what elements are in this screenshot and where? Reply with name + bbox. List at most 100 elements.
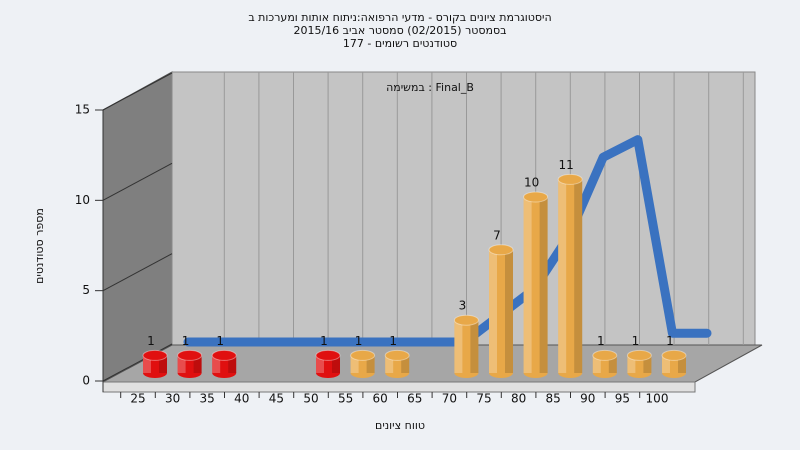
grid-line xyxy=(102,162,173,201)
bar-shade xyxy=(193,355,202,373)
y-axis-label: מספר סטודנטים xyxy=(33,208,46,284)
bar xyxy=(143,355,167,373)
bar-top xyxy=(557,173,583,185)
x-tick-label: 80 xyxy=(511,392,526,406)
data-label: 1 xyxy=(147,334,155,348)
bar-shade xyxy=(454,320,463,373)
x-tick-label: 100 xyxy=(646,392,669,406)
curve-layer xyxy=(183,135,712,347)
bar-group: 1 xyxy=(350,334,376,378)
y-tick-label: 15 xyxy=(75,103,90,117)
x-tick-label: 40 xyxy=(234,392,249,406)
bar-base xyxy=(350,368,375,378)
bar-top xyxy=(453,314,479,326)
bar xyxy=(316,355,340,373)
data-label: 10 xyxy=(524,176,539,190)
data-label: 1 xyxy=(666,334,674,348)
bar-top xyxy=(488,244,514,256)
bar-group: 11 xyxy=(557,158,583,378)
floor-edge xyxy=(102,381,696,393)
data-label: 1 xyxy=(320,334,328,348)
bar-top xyxy=(142,349,168,361)
bar-base xyxy=(212,368,237,378)
bar-top xyxy=(523,191,549,203)
bar-base xyxy=(523,368,548,378)
bar-group: 1 xyxy=(661,334,687,378)
bar-shade xyxy=(159,355,167,373)
data-label: 1 xyxy=(389,334,397,348)
bar-shade xyxy=(143,355,151,373)
bar-shade xyxy=(539,197,548,373)
bar xyxy=(523,197,548,373)
chart-title: היסטוגרמת ציונים בקורס - מדעי הרפואה:נית… xyxy=(248,11,551,24)
bar-shade xyxy=(212,355,221,373)
bar-shade xyxy=(332,355,340,373)
bar-top xyxy=(211,349,237,361)
bar-group: 1 xyxy=(315,334,341,378)
data-label: 1 xyxy=(355,334,363,348)
bar-group: 7 xyxy=(488,228,514,378)
bar-shade xyxy=(558,179,567,373)
bar xyxy=(592,355,617,373)
x-tick-label: 25 xyxy=(130,392,145,406)
bar-shade xyxy=(385,355,394,373)
bar xyxy=(627,355,652,373)
bar-top xyxy=(661,349,687,361)
bar-top xyxy=(177,349,203,361)
bar-group: 1 xyxy=(211,334,237,378)
bar-shade xyxy=(316,355,324,373)
grid-line xyxy=(102,72,173,111)
bar-base xyxy=(592,368,617,378)
bar-group: 3 xyxy=(453,299,479,378)
bar xyxy=(177,355,202,373)
x-tick-label: 65 xyxy=(407,392,422,406)
bar-shade xyxy=(489,249,497,373)
bar-shade xyxy=(505,249,513,373)
bar xyxy=(350,355,375,373)
bar-group: 1 xyxy=(592,334,618,378)
chart-title: סטודנטים רשומים - 177 xyxy=(343,37,457,50)
bar-shade xyxy=(643,355,652,373)
data-label: 1 xyxy=(597,334,605,348)
x-tick-label: 60 xyxy=(373,392,388,406)
data-label: 7 xyxy=(493,228,501,242)
bar-group: 1 xyxy=(177,334,203,378)
bar-group: 10 xyxy=(523,176,549,378)
bar-base xyxy=(143,368,167,378)
x-axis-label: טווח ציונים xyxy=(375,419,425,432)
bar-group: 1 xyxy=(384,334,410,378)
bar-base xyxy=(662,368,686,378)
grid: 0 5 10 15 25 30 35 40 45 50 55 60 65 70 75 80 85 90 95 100 xyxy=(75,72,744,406)
left-wall xyxy=(102,71,173,383)
bar-group: 1 xyxy=(626,334,652,378)
x-tick-label: 30 xyxy=(165,392,180,406)
bar xyxy=(212,355,237,373)
bar xyxy=(558,179,583,373)
fit-curve xyxy=(183,135,712,347)
bar-shade xyxy=(574,179,583,373)
bar xyxy=(385,355,410,373)
bar-top xyxy=(384,349,410,361)
data-label: 3 xyxy=(459,299,467,313)
bar-top xyxy=(350,349,376,361)
x-tick-label: 35 xyxy=(200,392,215,406)
bar-shade xyxy=(401,355,410,373)
data-label: 11 xyxy=(559,158,574,172)
bar-shade xyxy=(350,355,359,373)
data-label: 1 xyxy=(182,334,190,348)
subtitle: במשימה : Final_B xyxy=(386,81,474,94)
bar-base xyxy=(558,368,583,378)
bar-shade xyxy=(608,355,617,373)
bar-shade xyxy=(366,355,375,373)
bar-group: 1 xyxy=(142,334,168,378)
bar-top xyxy=(626,349,652,361)
bar-shade xyxy=(177,355,186,373)
x-tick-label: 85 xyxy=(546,392,561,406)
bar-base xyxy=(316,368,340,378)
y-tick-label: 10 xyxy=(75,193,90,207)
data-label: 1 xyxy=(216,334,224,348)
bar-shade xyxy=(627,355,636,373)
bar-base xyxy=(454,368,479,378)
